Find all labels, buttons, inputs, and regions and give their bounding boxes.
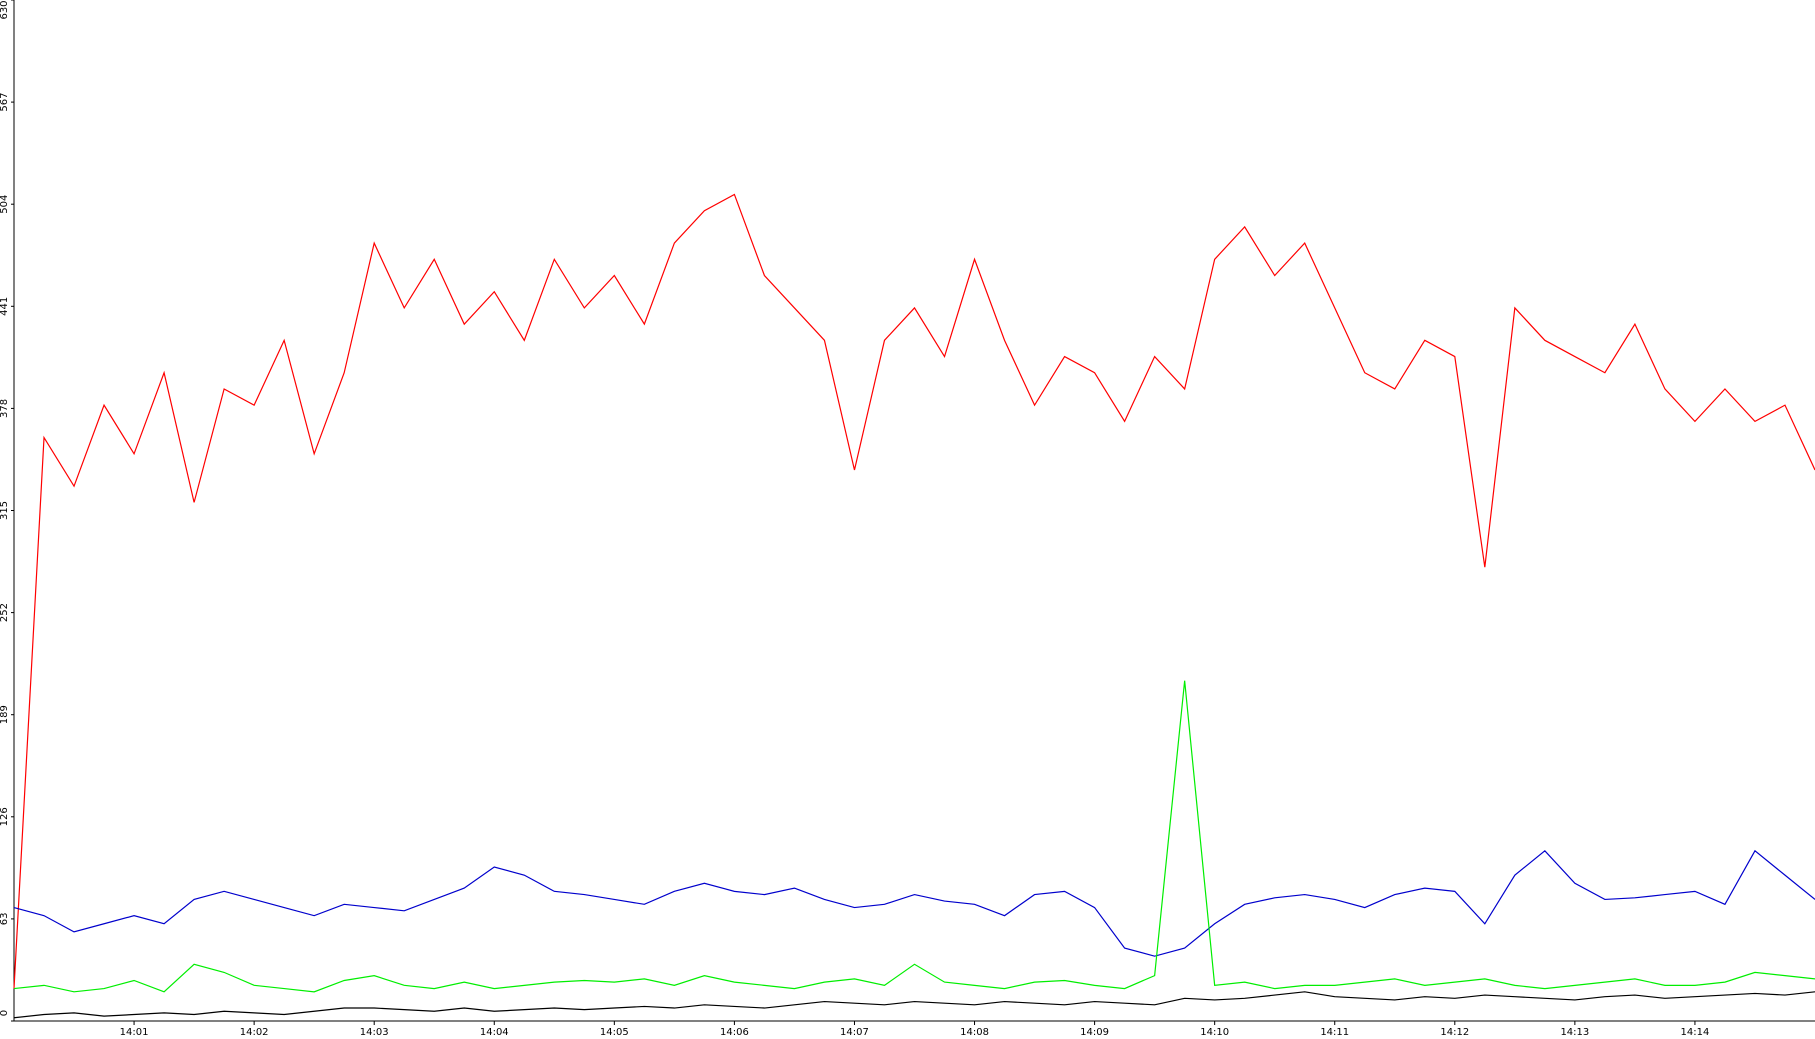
y-tick-label: 0 bbox=[0, 1010, 10, 1016]
y-tick-label: 441 bbox=[0, 297, 10, 316]
x-tick-label: 14:14 bbox=[1681, 1027, 1710, 1038]
x-tick-label: 14:13 bbox=[1560, 1027, 1589, 1038]
x-tick-label: 14:05 bbox=[600, 1027, 629, 1038]
y-tick-label: 315 bbox=[0, 501, 10, 520]
series-line bbox=[13, 193, 1815, 989]
series-line bbox=[13, 991, 1815, 1019]
x-tick-label: 14:08 bbox=[960, 1027, 989, 1038]
x-tick-label: 14:09 bbox=[1080, 1027, 1109, 1038]
x-tick-label: 14:01 bbox=[120, 1027, 149, 1038]
y-tick-label: 378 bbox=[0, 399, 10, 418]
x-tick-label: 14:06 bbox=[720, 1027, 749, 1038]
x-tick-label: 14:02 bbox=[240, 1027, 269, 1038]
x-tick-label: 14:11 bbox=[1320, 1027, 1349, 1038]
x-tick-label: 14:07 bbox=[840, 1027, 869, 1038]
x-tick-label: 14:04 bbox=[480, 1027, 509, 1038]
x-tick-label: 14:03 bbox=[360, 1027, 389, 1038]
series-line bbox=[13, 849, 1815, 957]
y-tick-label: 252 bbox=[0, 603, 10, 622]
series-line bbox=[13, 680, 1815, 993]
y-tick-label: 567 bbox=[0, 93, 10, 112]
x-tick-label: 14:12 bbox=[1440, 1027, 1469, 1038]
y-tick-label: 504 bbox=[0, 195, 10, 214]
y-tick-label: 63 bbox=[0, 913, 10, 926]
y-tick-label: 126 bbox=[0, 807, 10, 826]
y-tick-label: 630 bbox=[0, 0, 10, 19]
x-tick-label: 14:10 bbox=[1200, 1027, 1229, 1038]
y-tick-label: 189 bbox=[0, 705, 10, 724]
